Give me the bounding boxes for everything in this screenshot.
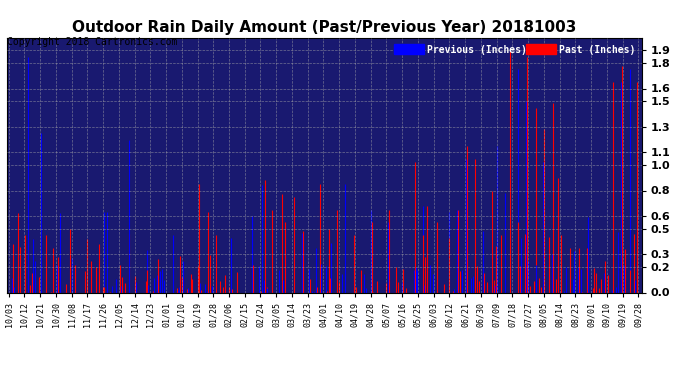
Text: Copyright 2018 Cartronics.com: Copyright 2018 Cartronics.com — [7, 37, 177, 47]
Title: Outdoor Rain Daily Amount (Past/Previous Year) 20181003: Outdoor Rain Daily Amount (Past/Previous… — [72, 20, 576, 35]
Legend: Previous (Inches), Past (Inches): Previous (Inches), Past (Inches) — [393, 42, 637, 57]
